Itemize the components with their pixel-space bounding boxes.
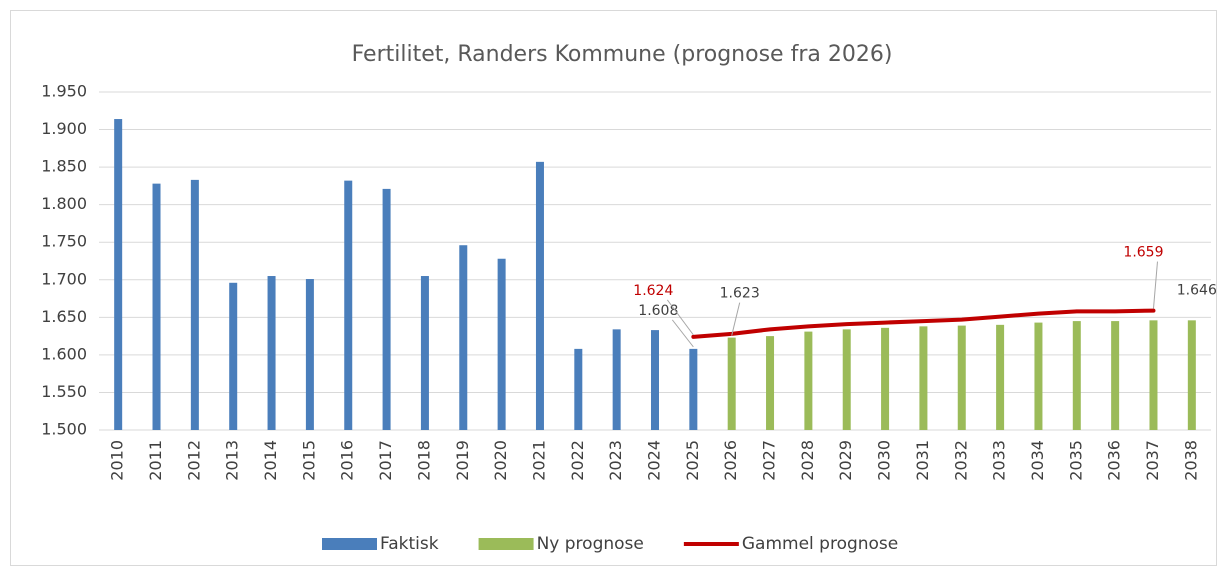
bar	[152, 183, 161, 430]
bar	[957, 325, 966, 430]
y-tick-label: 1.700	[41, 269, 87, 288]
bar	[1072, 321, 1081, 430]
chart-border	[10, 10, 1217, 566]
x-tick-label: 2034	[1028, 440, 1047, 481]
x-tick-label: 2016	[338, 440, 357, 481]
bar	[190, 179, 199, 430]
legend-swatch	[322, 538, 377, 550]
x-tick-label: 2033	[990, 440, 1009, 481]
y-tick-label: 1.750	[41, 232, 87, 251]
y-tick-label: 1.950	[41, 82, 87, 101]
line	[691, 308, 1156, 339]
x-tick-label: 2013	[223, 440, 242, 481]
x-tick-label: 2020	[491, 440, 510, 481]
y-tick-label: 1.550	[41, 382, 87, 401]
bar	[804, 331, 813, 430]
x-tick-label: 2032	[951, 440, 970, 481]
x-tick-label: 2018	[414, 440, 433, 481]
x-tick-label: 2012	[184, 440, 203, 481]
bar	[1187, 320, 1196, 430]
x-tick-label: 2030	[875, 440, 894, 481]
legend-label: Faktisk	[380, 534, 439, 554]
bar	[612, 329, 621, 430]
data-label: 1.646	[1177, 282, 1217, 298]
bar	[459, 245, 468, 430]
bar	[881, 327, 890, 430]
bar	[766, 336, 775, 430]
bar	[727, 337, 736, 430]
data-label: 1.608	[638, 303, 678, 319]
y-tick-label: 1.850	[41, 157, 87, 176]
legend-label: Gammel prognose	[742, 534, 898, 554]
x-tick-label: 2038	[1181, 440, 1200, 481]
bar	[689, 348, 698, 430]
bar	[267, 276, 276, 430]
leader-line	[666, 299, 694, 336]
bar	[996, 324, 1005, 430]
data-label: 1.624	[633, 283, 673, 299]
leader-line	[671, 319, 694, 348]
bar	[919, 326, 928, 430]
bar	[382, 188, 391, 430]
legend-swatch	[478, 538, 534, 550]
data-label: 1.659	[1123, 245, 1163, 261]
bar	[574, 348, 583, 430]
x-tick-label: 2019	[453, 440, 472, 481]
x-tick-label: 2014	[261, 440, 280, 481]
data-label: 1.623	[720, 286, 760, 302]
chart-title: Fertilitet, Randers Kommune (prognose fr…	[352, 42, 893, 67]
bar	[229, 282, 238, 430]
bar	[651, 330, 659, 430]
bar	[497, 258, 506, 430]
x-tick-label: 2031	[913, 440, 932, 481]
x-tick-label: 2028	[798, 440, 817, 481]
bar	[114, 119, 123, 430]
x-tick-label: 2029	[836, 440, 855, 481]
x-tick-label: 2025	[683, 440, 702, 481]
y-tick-label: 1.650	[41, 307, 87, 326]
legend-label: Ny prognose	[537, 534, 644, 554]
x-tick-label: 2036	[1105, 440, 1124, 481]
leader-line	[731, 302, 741, 336]
x-tick-label: 2011	[146, 440, 165, 481]
x-tick-label: 2022	[568, 440, 587, 481]
y-tick-label: 1.900	[41, 119, 87, 138]
bar	[305, 279, 314, 430]
bar	[1111, 321, 1120, 430]
x-tick-label: 2026	[721, 440, 740, 481]
y-tick-label: 1.800	[41, 194, 87, 213]
x-tick-label: 2024	[645, 440, 664, 481]
y-tick-label: 1.600	[41, 344, 87, 363]
x-tick-label: 2010	[108, 440, 127, 481]
x-tick-label: 2023	[606, 440, 625, 481]
bar	[842, 329, 851, 430]
y-tick-label: 1.500	[41, 420, 87, 439]
bar	[1149, 320, 1158, 430]
leader-line	[1152, 261, 1158, 309]
bar	[535, 161, 544, 430]
x-tick-label: 2017	[376, 440, 395, 481]
x-tick-label: 2035	[1066, 440, 1085, 481]
x-tick-label: 2015	[299, 440, 318, 481]
x-tick-label: 2037	[1143, 440, 1162, 481]
bar	[344, 180, 353, 430]
bar	[1034, 322, 1043, 430]
bar	[420, 276, 429, 430]
x-tick-label: 2027	[760, 440, 779, 481]
x-tick-label: 2021	[529, 440, 548, 481]
